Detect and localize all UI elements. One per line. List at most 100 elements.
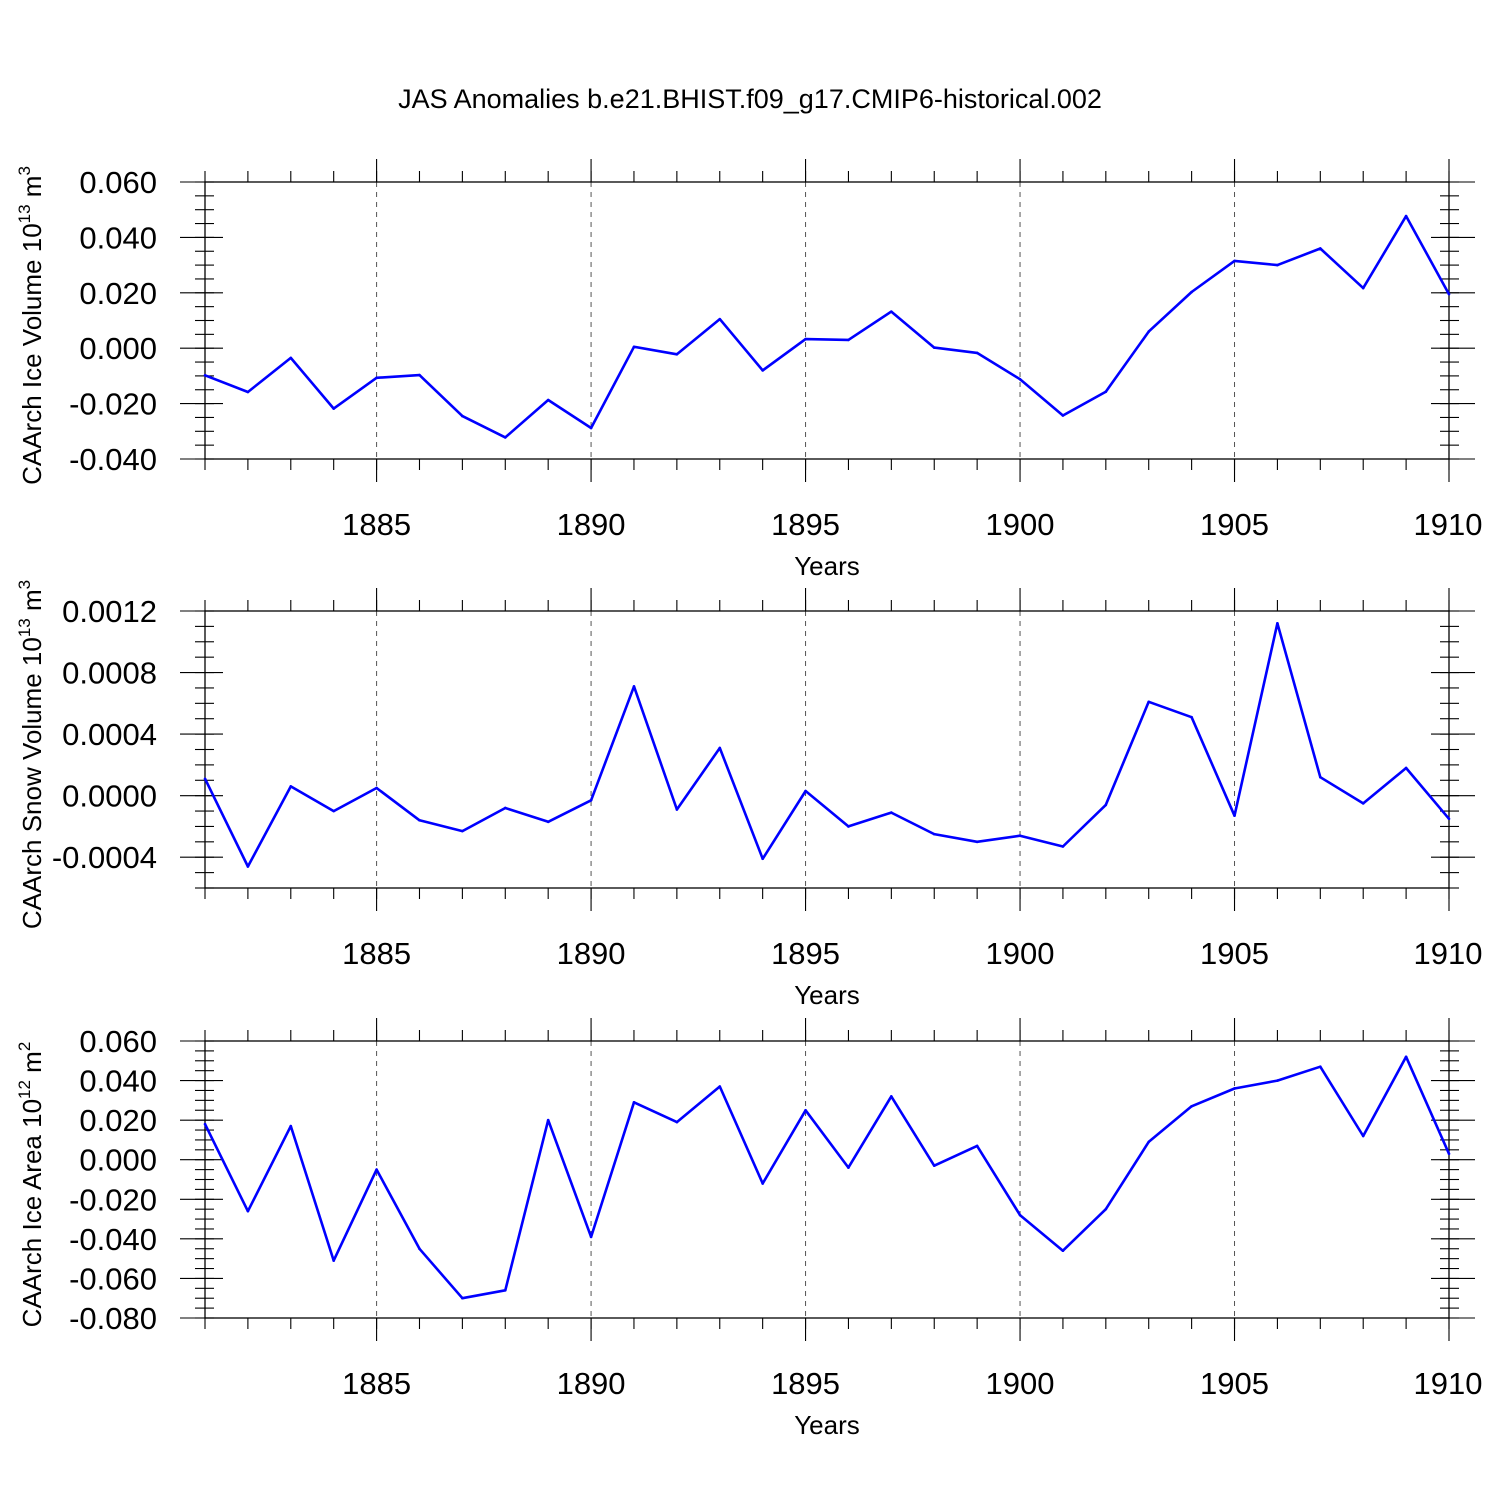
y-tick-label: 0.020 — [79, 1103, 157, 1138]
data-point — [1190, 1104, 1193, 1108]
plot-frame — [204, 1040, 1450, 1319]
y-axis-title-text: CAArch Ice Volume 10 — [17, 223, 47, 485]
series-line — [203, 1055, 1451, 1300]
series-line — [203, 621, 1450, 868]
y-axis-title-text: m — [17, 176, 47, 205]
data-point — [632, 685, 636, 688]
x-tick-label: 1910 — [1414, 936, 1483, 971]
y-axis-title: CAArch Snow Volume 1013 m3 — [15, 580, 47, 929]
x-tick-label: 1890 — [557, 1366, 626, 1401]
data-point — [804, 789, 807, 793]
data-point — [375, 376, 378, 380]
x-tick-label: 1895 — [771, 1366, 840, 1401]
data-point — [1190, 715, 1193, 719]
data-point — [1361, 286, 1365, 290]
y-tick-label: 0.060 — [79, 1024, 157, 1059]
data-point — [1061, 1249, 1065, 1253]
data-point — [461, 414, 464, 418]
data-point — [1061, 845, 1065, 848]
data-point — [890, 811, 893, 814]
y-axis-title-superscript: 13 — [15, 204, 34, 223]
data-point — [289, 785, 293, 788]
data-point — [761, 857, 764, 861]
y-tick-label: 0.0004 — [62, 717, 157, 752]
panel-3: -0.080 -0.060 -0.040 -0.020 0.000 0.020 0.040 0… — [15, 1018, 1482, 1440]
data-point — [847, 1166, 850, 1169]
data-point — [1447, 292, 1451, 296]
y-tick-label: 0.0012 — [62, 594, 157, 629]
data-point — [546, 398, 550, 402]
data-point — [1276, 1079, 1279, 1082]
data-point — [1147, 330, 1151, 333]
x-tick-label: 1885 — [342, 936, 411, 971]
data-point — [847, 338, 850, 342]
y-tick-label: -0.020 — [69, 1182, 157, 1217]
data-point — [804, 1108, 807, 1112]
y-tick-label: -0.0004 — [52, 840, 157, 875]
y-axis-title-superscript: 3 — [15, 580, 34, 589]
data-point — [1018, 377, 1022, 381]
data-point — [718, 317, 722, 321]
x-tick-label: 1895 — [771, 507, 840, 542]
data-point — [589, 1235, 593, 1239]
y-tick-label: -0.060 — [69, 1261, 157, 1296]
y-axis-title: CAArch Ice Area 1012 m2 — [15, 1042, 47, 1328]
data-point — [761, 1182, 764, 1185]
x-tick-label: 1885 — [342, 507, 411, 542]
data-point — [1319, 1065, 1322, 1069]
x-tick-label: 1900 — [986, 936, 1055, 971]
data-point — [847, 825, 850, 828]
y-axis-title-superscript: 12 — [15, 1080, 34, 1099]
data-point — [1276, 263, 1279, 267]
y-tick-label: 0.020 — [79, 276, 157, 311]
y-axis-title-text: m — [17, 1051, 47, 1080]
data-point — [246, 1209, 250, 1213]
data-point — [546, 820, 550, 824]
y-tick-label: -0.040 — [69, 442, 157, 477]
data-point — [718, 1085, 722, 1088]
data-point — [1104, 803, 1108, 807]
y-axis-title-superscript: 2 — [15, 1042, 34, 1051]
data-point — [289, 1124, 293, 1128]
x-tick-label: 1885 — [342, 1366, 411, 1401]
data-point — [932, 346, 936, 349]
x-tick-label: 1890 — [557, 507, 626, 542]
data-point — [332, 407, 335, 410]
x-axis-title: Years — [794, 1410, 860, 1440]
data-point — [1404, 1055, 1408, 1059]
data-point — [890, 310, 893, 313]
x-tick-label: 1900 — [986, 1366, 1055, 1401]
data-point — [1319, 247, 1322, 250]
data-point — [1061, 414, 1065, 417]
data-point — [1319, 775, 1322, 779]
data-point — [1361, 802, 1365, 805]
data-point — [418, 373, 421, 377]
y-axis-title: CAArch Ice Volume 1013 m3 — [15, 166, 47, 485]
data-point — [1361, 1134, 1365, 1138]
series-line — [204, 214, 1451, 439]
x-axis-title: Years — [794, 551, 860, 581]
y-tick-label: 0.040 — [79, 220, 157, 255]
y-tick-label: -0.020 — [69, 387, 157, 422]
data-point — [589, 798, 593, 802]
data-point — [1147, 1140, 1151, 1144]
panel-1: -0.040 -0.020 0.000 0.020 0.040 0.060 1885 1890… — [15, 159, 1482, 581]
data-point — [203, 777, 207, 781]
data-point — [1147, 700, 1151, 704]
data-point — [289, 356, 293, 360]
y-tick-label: 0.060 — [79, 165, 157, 200]
data-point — [375, 786, 378, 790]
data-point — [332, 1259, 335, 1262]
data-point — [1018, 834, 1022, 837]
y-axis-title-superscript: 3 — [15, 166, 34, 175]
y-tick-label: -0.080 — [69, 1301, 157, 1336]
data-point — [675, 1120, 679, 1124]
data-point — [375, 1168, 378, 1171]
data-point — [675, 808, 679, 811]
data-point — [461, 1296, 464, 1300]
y-tick-label: 0.0000 — [62, 779, 157, 814]
data-point — [761, 369, 764, 372]
chart-title: JAS Anomalies b.e21.BHIST.f09_g17.CMIP6-… — [398, 84, 1102, 114]
y-axis-title-superscript: 13 — [15, 618, 34, 637]
data-point — [632, 345, 636, 349]
